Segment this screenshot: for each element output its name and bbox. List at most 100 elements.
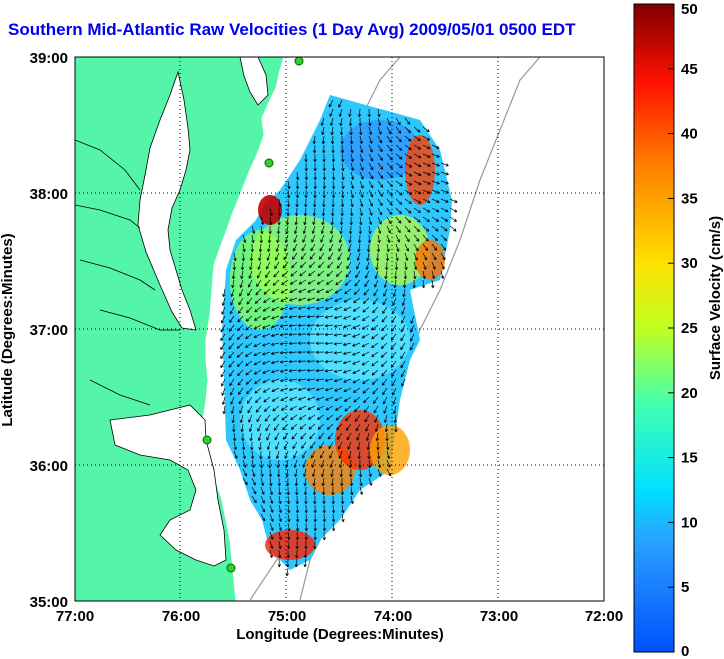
velocity-arrow xyxy=(286,540,291,550)
velocity-arrow xyxy=(262,369,271,374)
velocity-arrow xyxy=(297,341,307,345)
velocity-arrow xyxy=(333,360,343,364)
velocity-arrow xyxy=(265,423,271,432)
velocity-arrow xyxy=(392,396,397,405)
velocity-arrow xyxy=(357,108,362,118)
velocity-arrow xyxy=(345,414,352,422)
velocity-arrow xyxy=(413,243,419,252)
velocity-arrow xyxy=(315,332,325,336)
velocity-arrow xyxy=(238,297,244,306)
velocity-arrow xyxy=(422,126,430,133)
velocity-arrow xyxy=(316,288,325,293)
velocity-arrow xyxy=(347,252,352,261)
velocity-arrow xyxy=(431,144,440,149)
velocity-arrow xyxy=(275,252,280,261)
velocity-arrow xyxy=(307,414,316,420)
velocity-arrow xyxy=(377,171,384,179)
velocity-arrow xyxy=(306,350,316,354)
velocity-arrow xyxy=(377,450,381,460)
velocity-arrow xyxy=(309,252,316,260)
velocity-arrow xyxy=(341,171,345,181)
velocity-arrow xyxy=(365,432,370,441)
velocity-arrow xyxy=(331,495,335,505)
velocity-arrow xyxy=(297,332,307,336)
velocity-arrow xyxy=(373,396,379,404)
velocity-arrow xyxy=(302,234,307,243)
velocity-arrow xyxy=(354,279,361,287)
velocity-arrow xyxy=(257,270,262,279)
velocity-arrow xyxy=(286,495,291,505)
velocity-arrow xyxy=(422,207,431,213)
velocity-arrow xyxy=(280,405,289,411)
velocity-arrow xyxy=(313,171,317,181)
colorbar-tick-label: 35 xyxy=(681,190,698,207)
velocity-arrow xyxy=(251,468,256,477)
velocity-arrow xyxy=(279,351,289,355)
velocity-arrow xyxy=(324,350,334,355)
velocity-arrow xyxy=(262,306,271,312)
velocity-arrow xyxy=(401,378,406,387)
velocity-arrow xyxy=(248,414,253,423)
velocity-arrow xyxy=(249,432,253,442)
velocity-arrow xyxy=(258,441,262,451)
velocity-arrow xyxy=(348,234,352,244)
velocity-arrow xyxy=(386,126,392,135)
velocity-arrow xyxy=(242,477,248,486)
velocity-arrow xyxy=(395,216,402,224)
velocity-arrow xyxy=(359,207,363,217)
x-tick-label: 73:00 xyxy=(480,608,518,625)
velocity-arrow xyxy=(280,306,289,311)
velocity-arrow xyxy=(309,432,316,440)
velocity-arrow xyxy=(368,135,373,144)
velocity-arrow xyxy=(352,315,361,321)
velocity-arrow xyxy=(287,513,291,523)
velocity-arrow xyxy=(341,495,345,505)
velocity-arrow xyxy=(440,261,445,270)
velocity-arrow xyxy=(381,360,388,368)
velocity-arrow xyxy=(362,315,370,321)
velocity-arrow xyxy=(386,243,390,253)
velocity-arrow xyxy=(422,198,431,203)
velocity-arrow xyxy=(277,207,282,217)
velocity-arrow xyxy=(413,225,420,233)
velocity-arrow xyxy=(356,441,361,450)
velocity-arrow xyxy=(422,261,427,270)
velocity-arrow xyxy=(248,270,253,279)
velocity-arrow xyxy=(233,252,237,262)
velocity-arrow xyxy=(221,297,226,306)
velocity-arrow xyxy=(343,297,352,303)
x-tick-label: 77:00 xyxy=(56,608,94,625)
velocity-arrow xyxy=(315,378,325,382)
velocity-arrow xyxy=(299,423,307,430)
velocity-arrow xyxy=(295,531,300,541)
velocity-arrow xyxy=(368,117,372,127)
velocity-arrow xyxy=(248,279,253,288)
velocity-arrow xyxy=(273,270,280,278)
velocity-arrow xyxy=(301,441,307,449)
velocity-arrow xyxy=(431,171,440,176)
velocity-arrow xyxy=(352,324,361,329)
velocity-arrow xyxy=(413,198,422,204)
velocity-arrow xyxy=(331,162,336,172)
velocity-arrow xyxy=(321,126,325,136)
velocity-arrow xyxy=(253,360,262,366)
velocity-arrow xyxy=(240,261,245,271)
velocity-arrow xyxy=(277,468,281,478)
velocity-arrow xyxy=(254,387,262,394)
velocity-arrow xyxy=(404,117,411,125)
velocity-arrow xyxy=(312,477,316,487)
velocity-arrow xyxy=(386,468,392,477)
velocity-arrow xyxy=(307,288,316,293)
velocity-arrow xyxy=(288,378,298,382)
colorbar-tick-label: 0 xyxy=(681,643,689,659)
velocity-arrow xyxy=(431,180,440,185)
velocity-arrow xyxy=(248,423,253,432)
velocity-arrow xyxy=(298,396,307,401)
velocity-arrow xyxy=(258,243,263,253)
velocity-arrow xyxy=(239,279,244,288)
velocity-arrow xyxy=(327,432,334,440)
velocity-arrow xyxy=(449,198,458,203)
velocity-arrow xyxy=(374,414,379,423)
velocity-arrow xyxy=(338,108,343,117)
